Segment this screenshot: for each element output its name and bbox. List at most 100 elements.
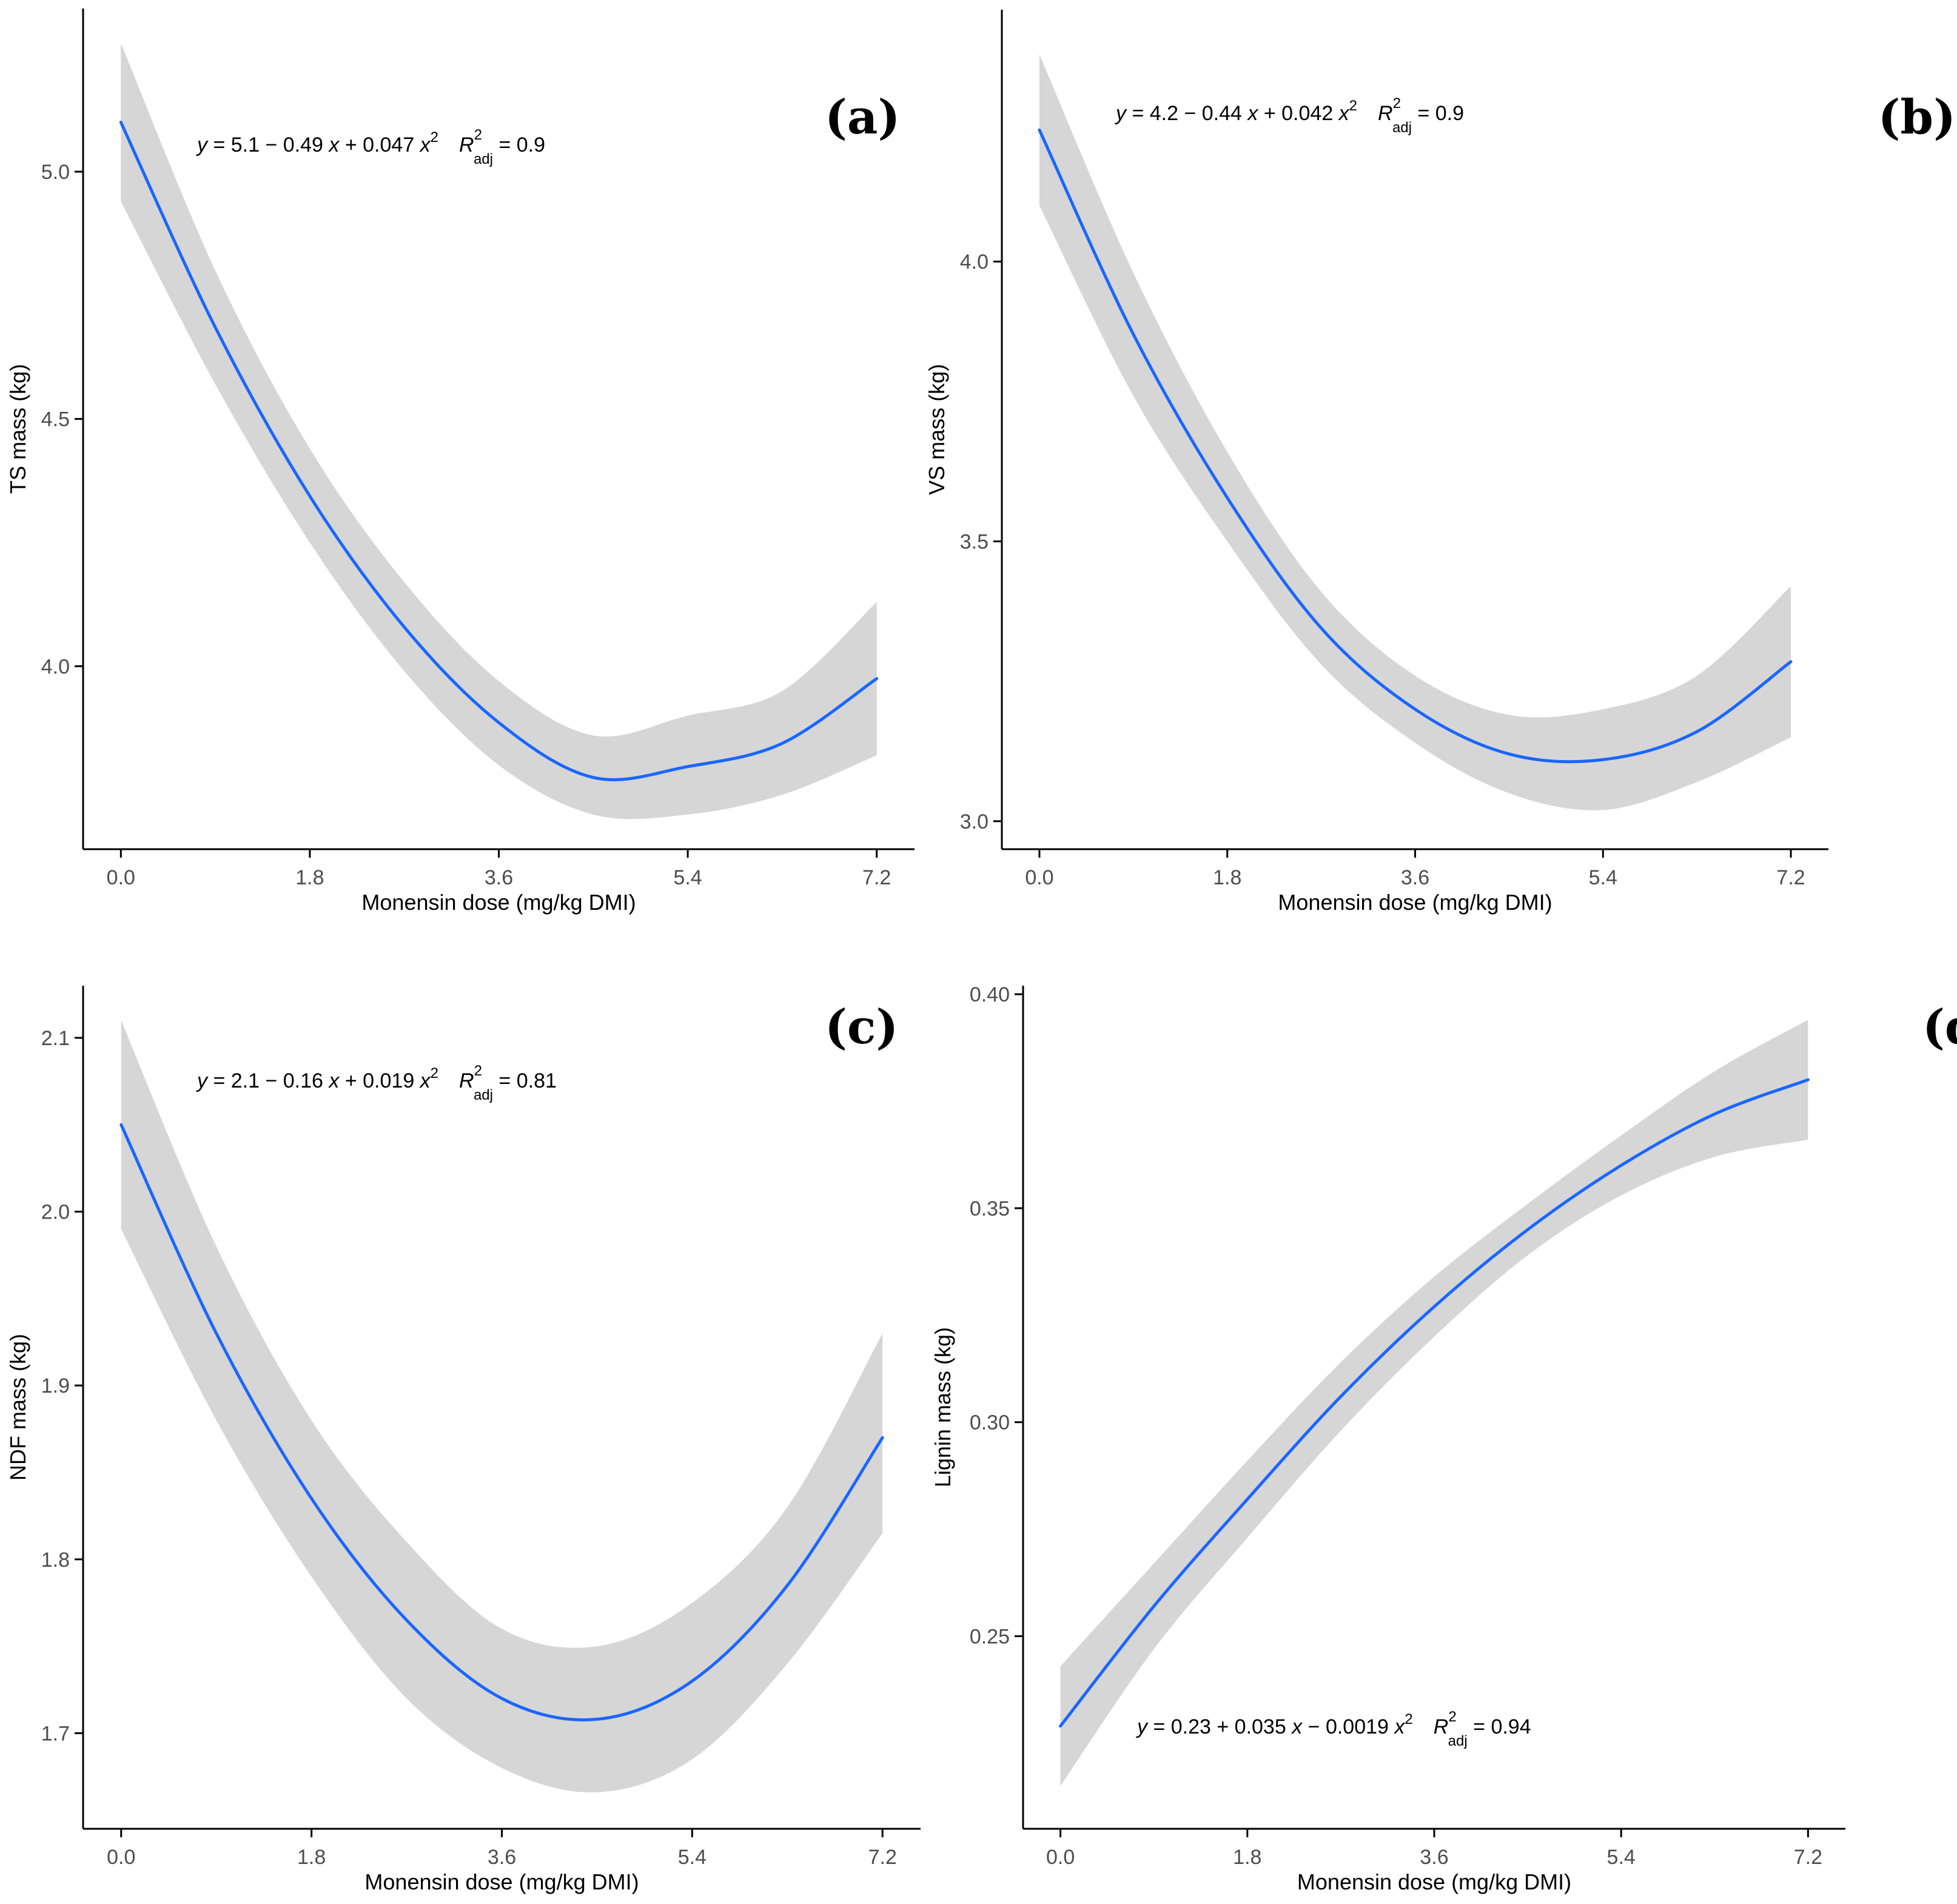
- eq-x: x: [327, 133, 340, 156]
- x-tick-label: 5.4: [1589, 866, 1617, 889]
- eq-part: = 4.2 − 0.44: [1126, 102, 1247, 125]
- eq-part: = 2.1 − 0.16: [207, 1069, 329, 1092]
- x-tick-label: 0.0: [1025, 866, 1053, 889]
- confidence-band: [1039, 54, 1791, 810]
- eq-r-superscript: 2: [1393, 95, 1401, 112]
- eq-r-value: = 0.81: [493, 1069, 557, 1092]
- eq-r-subscript: adj: [1392, 119, 1412, 136]
- eq-part: + 0.047: [339, 133, 420, 156]
- eq-y: y: [1136, 1715, 1149, 1738]
- eq-x: x: [419, 133, 431, 156]
- eq-r-superscript: 2: [474, 127, 482, 143]
- eq-y: y: [196, 1069, 209, 1092]
- eq-x: x: [1393, 1715, 1405, 1738]
- confidence-band: [121, 43, 877, 819]
- eq-x: x: [1246, 102, 1258, 125]
- x-axis-title: Monensin dose (mg/kg DMI): [361, 890, 636, 915]
- y-tick-label: 5.0: [41, 161, 70, 184]
- x-tick-label: 1.8: [297, 1846, 326, 1869]
- x-tick-label: 7.2: [862, 866, 891, 889]
- x-tick-label: 0.0: [107, 1846, 135, 1869]
- regression-equation: y = 2.1 − 0.16 x + 0.019 x2 R2 adj = 0.81: [196, 1063, 557, 1103]
- y-axis-title: VS mass (kg): [924, 364, 949, 495]
- y-tick-label: 4.5: [41, 408, 70, 431]
- eq-space: [438, 1069, 459, 1092]
- eq-r-value: = 0.9: [1412, 102, 1464, 125]
- panel-b: 0.0 1.8 3.6 5.4 7.2 3.0 3.5 4.0 Monensin dose (m…: [924, 10, 1956, 915]
- x-tick-label: 7.2: [1776, 866, 1805, 889]
- y-axis-title: Lignin mass (kg): [930, 1327, 955, 1487]
- x-axis-title: Monensin dose (mg/kg DMI): [364, 1869, 639, 1894]
- x-tick-label: 7.2: [868, 1846, 897, 1869]
- panel-a: 0.0 1.8 3.6 5.4 7.2 4.0 4.5 5.0 Monensin dose (m…: [5, 8, 915, 915]
- x-tick-label: 1.8: [1233, 1846, 1261, 1869]
- fit-line: [1038, 128, 1793, 764]
- panel-label: (a): [825, 90, 900, 145]
- y-tick-label: 1.8: [41, 1549, 70, 1572]
- y-tick-label: 3.0: [960, 810, 989, 833]
- y-axis-title: NDF mass (kg): [5, 1334, 30, 1481]
- eq-space: [1357, 102, 1378, 125]
- y-tick-label: 0.40: [970, 983, 1010, 1006]
- eq-r: R: [1378, 102, 1393, 125]
- fit-line: [1059, 1078, 1810, 1728]
- eq-x: x: [419, 1069, 431, 1092]
- eq-y: y: [196, 133, 209, 156]
- regression-equation: y = 5.1 − 0.49 x + 0.047 x2 R2 adj = 0.9: [196, 127, 545, 167]
- x-axis-title: Monensin dose (mg/kg DMI): [1297, 1869, 1571, 1894]
- x-tick-label: 3.6: [488, 1846, 516, 1869]
- y-tick-label: 4.0: [41, 655, 70, 678]
- fit-line: [119, 1123, 884, 1721]
- eq-x: x: [1338, 102, 1350, 125]
- y-tick-label: 0.25: [970, 1625, 1010, 1648]
- y-tick-label: 2.1: [41, 1027, 70, 1050]
- confidence-band: [121, 1020, 883, 1793]
- confidence-band: [1060, 1020, 1808, 1786]
- panel-label: (d): [1922, 1000, 1957, 1055]
- x-tick-label: 0.0: [107, 866, 135, 889]
- x-tick-label: 7.2: [1794, 1846, 1822, 1869]
- fit-line: [119, 121, 879, 781]
- y-tick-label: 2.0: [41, 1201, 70, 1224]
- x-tick-label: 3.6: [1401, 866, 1429, 889]
- y-tick-label: 1.7: [41, 1722, 70, 1745]
- x-tick-label: 1.8: [1213, 866, 1241, 889]
- y-tick-label: 1.9: [41, 1374, 70, 1398]
- eq-r-value: = 0.9: [493, 133, 545, 156]
- x-tick-label: 5.4: [678, 1846, 707, 1869]
- regression-equation: y = 4.2 − 0.44 x + 0.042 x2 R2 adj = 0.9: [1115, 95, 1464, 136]
- eq-r: R: [459, 1069, 474, 1092]
- eq-r-superscript: 2: [1448, 1709, 1456, 1725]
- eq-superscript: 2: [431, 1065, 438, 1082]
- eq-space: [1413, 1715, 1434, 1738]
- y-axis-title: TS mass (kg): [5, 364, 30, 494]
- eq-part: + 0.019: [339, 1069, 420, 1092]
- y-tick-label: 0.35: [970, 1197, 1010, 1220]
- eq-part: − 0.0019: [1302, 1715, 1394, 1738]
- eq-part: = 5.1 − 0.49: [207, 133, 329, 156]
- eq-r-value: = 0.94: [1468, 1715, 1531, 1738]
- eq-r-subscript: adj: [474, 151, 493, 167]
- panel-label: (c): [825, 1000, 898, 1055]
- x-tick-label: 0.0: [1046, 1846, 1075, 1869]
- eq-space: [438, 133, 459, 156]
- eq-part: = 0.23 + 0.035: [1147, 1715, 1292, 1738]
- eq-superscript: 2: [1405, 1711, 1412, 1727]
- eq-r-subscript: adj: [1448, 1733, 1468, 1749]
- panel-label: (b): [1878, 90, 1956, 145]
- eq-r: R: [1434, 1715, 1449, 1738]
- eq-r-subscript: adj: [474, 1087, 493, 1103]
- y-tick-label: 3.5: [960, 531, 989, 554]
- eq-x: x: [327, 1069, 340, 1092]
- x-tick-label: 3.6: [1420, 1846, 1448, 1869]
- x-tick-label: 3.6: [485, 866, 513, 889]
- x-tick-label: 5.4: [1607, 1846, 1636, 1869]
- eq-part: + 0.042: [1258, 102, 1338, 125]
- eq-r: R: [459, 133, 474, 156]
- eq-superscript: 2: [431, 129, 438, 146]
- eq-r-superscript: 2: [474, 1063, 482, 1079]
- panel-c: 0.0 1.8 3.6 5.4 7.2 1.7 1.8 1.9 2.0 2.1 Monensin d…: [5, 986, 921, 1894]
- x-axis-title: Monensin dose (mg/kg DMI): [1278, 890, 1552, 915]
- y-tick-label: 4.0: [960, 251, 989, 274]
